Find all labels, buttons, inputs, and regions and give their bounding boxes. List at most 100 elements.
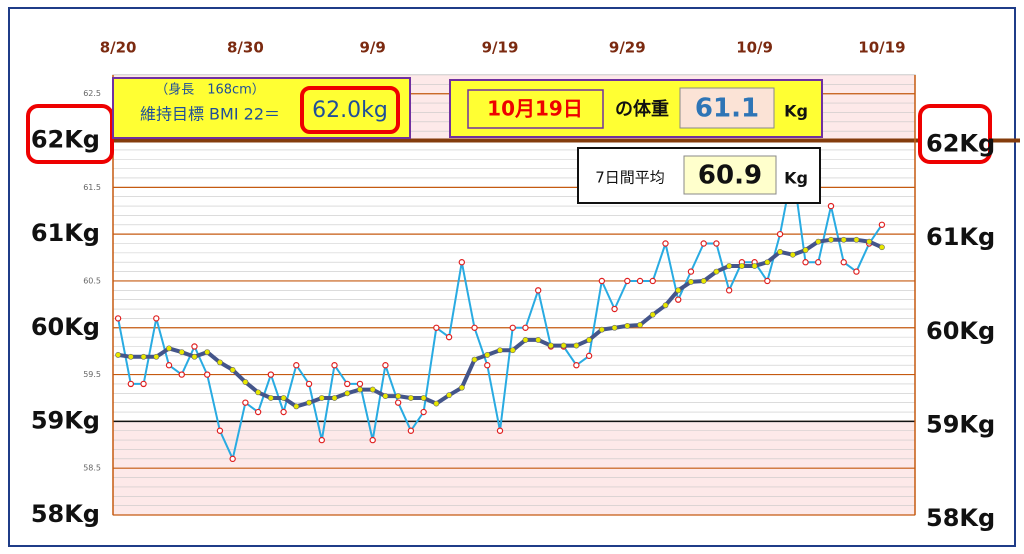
data-point bbox=[356, 380, 364, 388]
y-tick-label-right: 60Kg bbox=[926, 317, 995, 345]
data-point bbox=[853, 268, 860, 275]
data-point bbox=[229, 455, 236, 463]
info-box-bmi: （身長 168cm） 維持目標 BMI 22＝ 62.0kg bbox=[112, 77, 411, 139]
data-point bbox=[446, 392, 452, 399]
info-box-weight: 10月19日 の体重 61.1 Kg bbox=[449, 79, 823, 138]
y-tick-label-small: 59.5 bbox=[83, 370, 101, 379]
x-tick-label: 8/20 bbox=[100, 39, 137, 57]
y-tick-label-left: 59Kg bbox=[31, 406, 100, 434]
data-point bbox=[586, 337, 593, 343]
info-box-average: 7日間平均 60.9 Kg bbox=[577, 147, 821, 204]
data-point bbox=[140, 353, 147, 360]
data-point bbox=[637, 322, 643, 328]
x-tick-label: 10/9 bbox=[736, 39, 773, 57]
data-point bbox=[840, 236, 847, 243]
data-point bbox=[229, 366, 236, 373]
data-point bbox=[127, 353, 134, 360]
target-value: 62.0kg bbox=[312, 98, 388, 123]
data-point bbox=[725, 287, 733, 294]
data-point bbox=[802, 259, 809, 266]
data-point bbox=[776, 230, 784, 238]
weight-unit: Kg bbox=[784, 102, 808, 121]
data-point bbox=[624, 322, 631, 329]
data-point bbox=[649, 311, 656, 318]
data-point bbox=[394, 399, 402, 406]
data-point bbox=[217, 359, 223, 366]
weight-label: の体重 bbox=[615, 98, 669, 120]
data-point bbox=[305, 380, 313, 388]
y-tick-label-small: 62.5 bbox=[83, 89, 101, 98]
data-point bbox=[713, 240, 720, 247]
data-point bbox=[573, 342, 580, 349]
data-point bbox=[484, 352, 491, 358]
data-point bbox=[738, 263, 745, 269]
data-point bbox=[318, 436, 325, 444]
data-point bbox=[407, 395, 414, 401]
data-point bbox=[407, 427, 415, 434]
plot-area bbox=[112, 74, 1020, 516]
data-point bbox=[675, 296, 682, 303]
data-point bbox=[827, 202, 835, 210]
x-tick-label: 10/19 bbox=[858, 39, 905, 57]
data-point bbox=[420, 408, 427, 416]
data-point bbox=[777, 249, 783, 255]
date: 10月19日 bbox=[487, 97, 583, 121]
data-point bbox=[828, 236, 834, 243]
data-point bbox=[675, 287, 682, 294]
y-tick-label-right: 62Kg bbox=[926, 130, 995, 158]
data-point bbox=[433, 324, 440, 331]
y-tick-label-small: 61.5 bbox=[83, 183, 101, 192]
data-point bbox=[153, 315, 160, 322]
target-value-box bbox=[300, 86, 400, 134]
data-point bbox=[255, 389, 262, 396]
data-point bbox=[369, 386, 376, 393]
data-point bbox=[751, 263, 758, 269]
data-point bbox=[497, 347, 503, 354]
data-point bbox=[688, 278, 694, 285]
target-label: 維持目標 BMI 22＝ bbox=[140, 105, 280, 124]
x-tick-label: 8/30 bbox=[227, 39, 264, 57]
data-point bbox=[789, 251, 796, 258]
data-point bbox=[140, 380, 147, 388]
data-point bbox=[344, 390, 351, 397]
y-tick-label-left: 62Kg bbox=[31, 126, 100, 154]
weight: 61.1 bbox=[695, 94, 759, 124]
x-tick-label: 9/29 bbox=[609, 39, 646, 57]
date-box bbox=[467, 89, 604, 129]
height: （身長 168cm） bbox=[155, 82, 265, 98]
data-point bbox=[624, 277, 631, 285]
data-point bbox=[662, 302, 669, 309]
data-point bbox=[267, 371, 275, 378]
data-point bbox=[166, 345, 172, 352]
data-point bbox=[267, 395, 274, 401]
data-point bbox=[369, 436, 376, 444]
data-point bbox=[306, 399, 312, 406]
data-point bbox=[293, 403, 300, 410]
data-point bbox=[204, 371, 211, 378]
data-point bbox=[522, 324, 529, 331]
avg-box bbox=[683, 155, 777, 195]
avg: 60.9 bbox=[698, 161, 762, 191]
data-point bbox=[598, 326, 605, 333]
data-point bbox=[433, 400, 440, 407]
data-point bbox=[331, 395, 338, 401]
data-point bbox=[853, 236, 860, 243]
data-point bbox=[331, 362, 338, 369]
data-point bbox=[357, 386, 363, 393]
data-point bbox=[204, 349, 211, 356]
data-point bbox=[585, 352, 593, 360]
data-point bbox=[700, 240, 707, 247]
y-tick-label-small: 58.5 bbox=[83, 464, 101, 473]
data-point bbox=[445, 333, 453, 341]
data-point bbox=[573, 362, 580, 369]
data-point bbox=[815, 238, 822, 245]
data-point bbox=[598, 277, 606, 285]
data-point bbox=[471, 324, 478, 331]
data-point bbox=[395, 393, 402, 400]
data-point bbox=[548, 342, 554, 349]
x-tick-label: 9/9 bbox=[360, 39, 386, 57]
y-tick-label-right: 59Kg bbox=[926, 410, 995, 438]
data-point bbox=[165, 362, 173, 369]
data-point bbox=[726, 263, 733, 269]
